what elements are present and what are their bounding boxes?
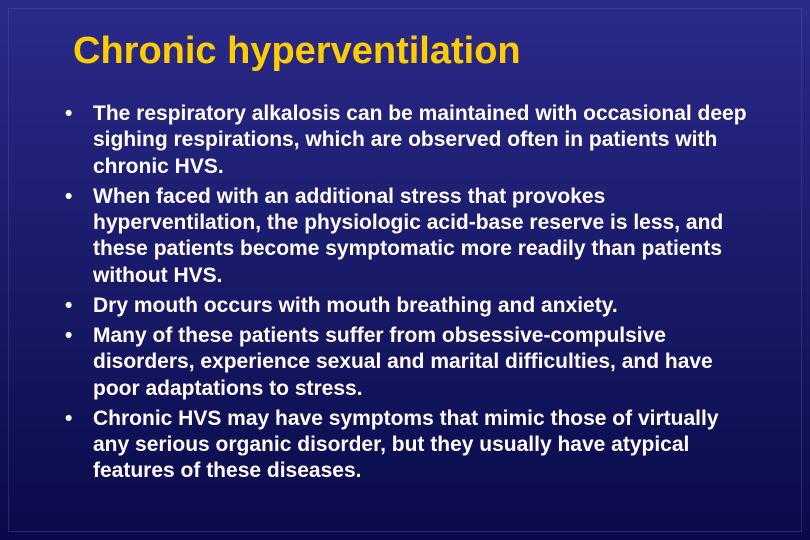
bullet-item: Many of these patients suffer from obses… [55, 323, 755, 402]
bullet-item: The respiratory alkalosis can be maintai… [55, 101, 755, 180]
bullet-item: Chronic HVS may have symptoms that mimic… [55, 406, 755, 485]
bullet-item: When faced with an additional stress tha… [55, 184, 755, 289]
bullet-item: Dry mouth occurs with mouth breathing an… [55, 293, 755, 319]
bullet-list: The respiratory alkalosis can be maintai… [55, 101, 755, 485]
